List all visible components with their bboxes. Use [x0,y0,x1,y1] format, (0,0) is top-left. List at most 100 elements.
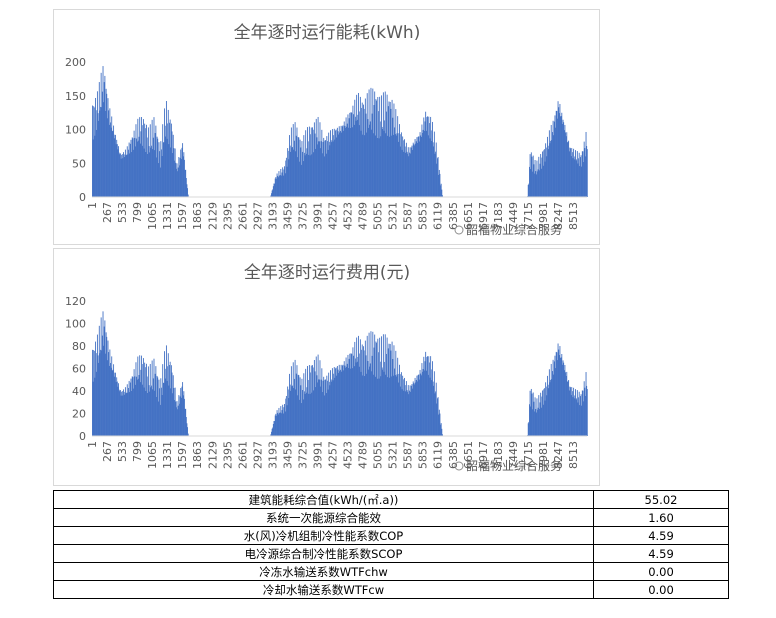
bar [367,119,369,197]
bar [378,138,380,197]
bar [542,390,543,436]
bar [335,130,336,197]
bar [407,391,409,436]
bar [272,427,274,436]
bar [179,165,180,197]
bar [323,156,325,197]
bar [568,379,570,436]
bar [414,384,415,436]
bar [307,393,309,436]
bar [536,160,538,197]
bar [169,119,171,197]
bar [578,152,580,197]
bar [135,362,137,436]
metric-label: 系统一次能源综合能效 [53,508,594,527]
bar [563,122,565,197]
bar [142,119,144,197]
bar [170,147,172,197]
bar [159,167,161,197]
bar [116,377,118,436]
bar [371,371,373,436]
bar [277,412,279,436]
bar [317,382,318,436]
bar [384,361,386,436]
x-tick-label: 6385 [447,441,460,469]
bar [399,124,400,197]
bar [103,326,105,436]
bar [381,95,382,197]
bar [98,82,100,197]
bar [339,132,341,197]
bar [404,377,405,436]
bar [420,136,422,197]
bar [348,127,350,197]
bar [128,149,129,197]
bar [113,125,115,197]
bar [573,387,575,436]
bar [289,145,291,197]
bar [382,369,384,436]
bar [307,154,309,197]
bar [286,166,288,197]
bar [276,415,277,436]
bar [392,358,394,436]
bar [348,118,350,197]
bar [565,132,566,197]
bar [356,337,358,436]
bar [552,132,553,197]
bar [153,117,155,197]
bar [168,144,170,197]
bar [106,93,108,197]
bar [425,351,427,436]
bar [578,158,580,197]
bar [170,388,172,436]
bar [548,149,550,197]
bar [432,121,433,197]
bar [400,372,402,436]
bar [157,138,159,197]
bar [568,151,570,197]
bar [337,131,339,197]
bar [349,353,351,436]
bar [160,141,162,197]
bar [566,381,568,436]
bar [577,163,579,197]
x-tick-label: 4523 [342,202,355,230]
bar [409,147,411,197]
bar [179,396,181,436]
bar [137,356,139,436]
bar [384,91,386,197]
bar [544,400,546,436]
bar [439,173,441,197]
bar [556,118,558,197]
bar [109,349,111,436]
bar [133,369,135,436]
bar [415,143,417,197]
x-tick-label: 8513 [567,202,580,230]
bar [554,115,556,197]
bar [361,102,363,197]
bar [571,148,573,197]
bar [144,367,146,436]
y-tick-label: 150 [65,90,86,103]
bar [416,137,418,197]
bar [302,161,304,197]
bar [584,156,586,197]
bar [581,151,583,197]
bar [538,395,540,436]
bar [132,377,134,436]
bar [96,91,98,197]
bar [123,152,124,197]
bar [353,124,355,197]
bar [185,417,187,436]
bar [136,138,138,197]
bar [397,357,399,436]
bar [411,384,413,436]
bar [301,141,303,197]
bar [289,373,290,436]
bar [430,116,432,197]
bar [575,160,577,197]
bar [131,376,133,436]
bar [372,88,374,197]
bar [579,396,581,436]
